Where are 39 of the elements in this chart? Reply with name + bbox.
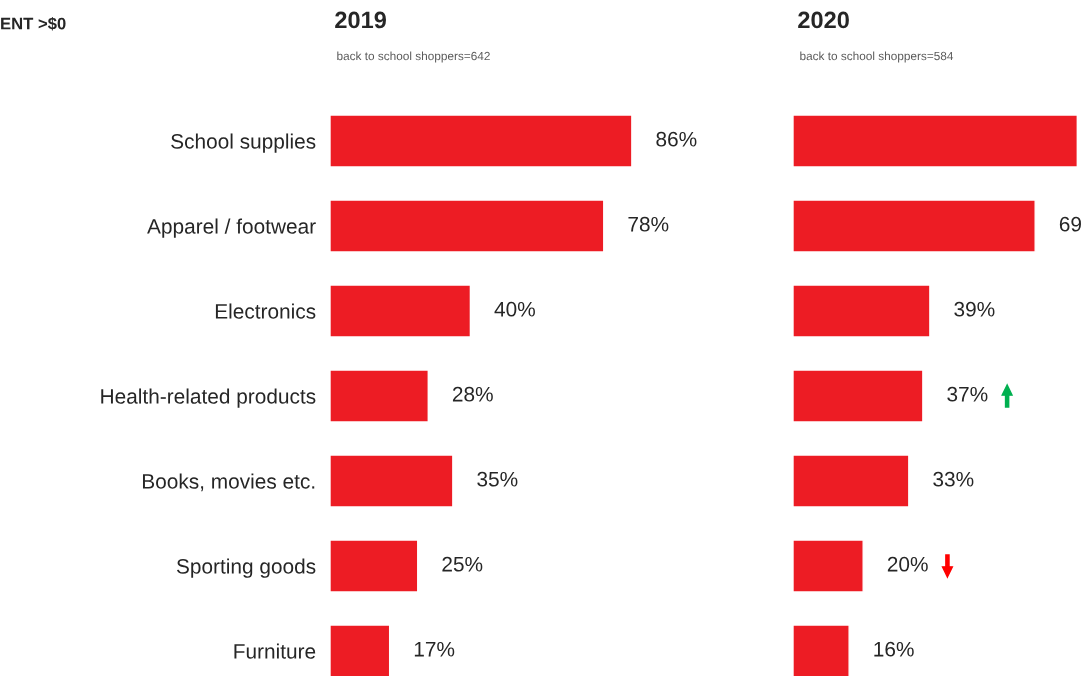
data-label: 37% — [947, 386, 988, 402]
y-tick-label: School supplies — [171, 133, 316, 153]
y-tick-label: Electronics — [215, 303, 316, 319]
data-label: 86% — [656, 131, 697, 147]
y-tick-label: Health-related products — [101, 388, 316, 408]
bar — [330, 454, 454, 508]
chart-title: 2019 — [335, 11, 386, 29]
data-label: 69 — [1059, 216, 1081, 232]
text: ENT >$0 — [1, 16, 66, 31]
data-label: 78% — [628, 216, 669, 232]
bar — [793, 454, 910, 508]
bar — [330, 199, 605, 253]
data-label: 40% — [494, 301, 535, 317]
data-label: 39% — [954, 301, 995, 317]
data-label: 33% — [933, 471, 974, 487]
bar — [793, 114, 1079, 168]
data-label: 17% — [414, 641, 455, 657]
data-label: 20% — [887, 556, 928, 572]
data-label: 35% — [477, 471, 518, 487]
data-label: 16% — [874, 641, 914, 657]
chart-subtitle: back to school shoppers=584 — [800, 51, 954, 63]
bar — [793, 539, 864, 593]
bar — [793, 369, 924, 423]
bar — [330, 284, 472, 338]
bar — [330, 114, 633, 168]
chart-subtitle: back to school shoppers=642 — [337, 51, 490, 63]
bar — [793, 199, 1036, 253]
y-tick-label: Apparel / footwear — [147, 218, 316, 238]
bar — [330, 369, 429, 423]
y-tick-label: Books, movies etc. — [142, 473, 315, 492]
chart-title: 2020 — [798, 11, 849, 29]
bar — [330, 539, 419, 593]
bar — [793, 284, 931, 338]
data-label: 25% — [442, 556, 483, 572]
bar — [330, 624, 391, 676]
y-tick-label: Sporting goods — [176, 558, 316, 578]
y-tick-label: Furniture — [234, 643, 316, 659]
data-label: 28% — [452, 386, 493, 402]
bar — [793, 624, 850, 676]
